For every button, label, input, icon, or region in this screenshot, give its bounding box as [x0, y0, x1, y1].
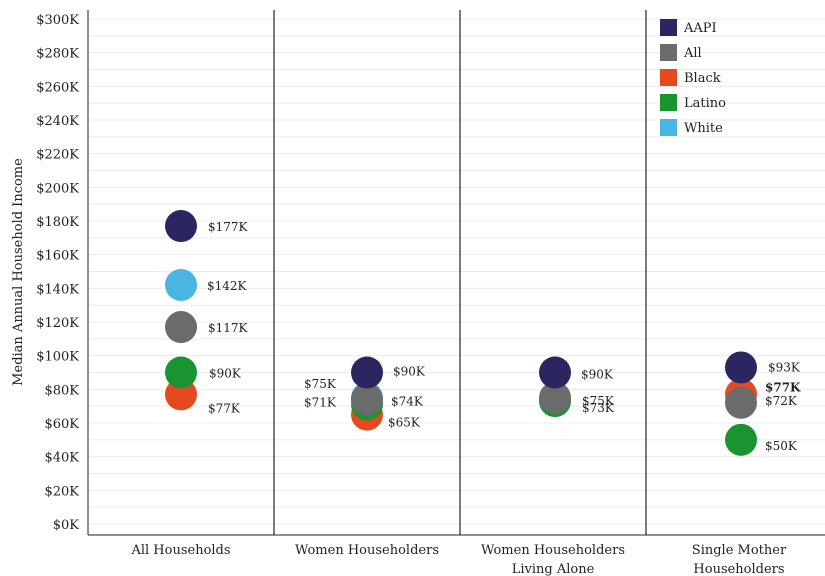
dot-aapi: [165, 210, 197, 243]
y-tick-label: $260K: [36, 80, 79, 95]
x-axis-labels: All Households Women Householders Women Ho…: [130, 543, 787, 576]
dot-all: [539, 381, 571, 414]
y-tick-label: $180K: [36, 215, 79, 230]
data-labels: $177K $142K $117K $90K $77K $90K $75K $71K $65K $…: [207, 220, 801, 453]
y-tick-label: $220K: [36, 148, 79, 163]
dot-white: [165, 268, 197, 301]
legend-label: All: [683, 46, 702, 61]
value-label: $74K: [391, 394, 424, 408]
y-tick-label: $160K: [36, 249, 79, 264]
dot-all: [725, 386, 757, 419]
legend-label: White: [684, 121, 723, 136]
value-label: $65K: [388, 416, 421, 430]
value-label: $77K: [208, 401, 241, 415]
value-label: $73K: [582, 401, 615, 415]
value-label: $50K: [765, 439, 798, 453]
y-tick-label: $60K: [44, 417, 79, 432]
value-label: $77K: [765, 380, 801, 394]
dot-latino: [165, 356, 197, 389]
value-label: $142K: [207, 279, 248, 293]
y-axis: $0K $20K $40K $60K $80K $100K $120K $140K $160K $…: [36, 13, 79, 533]
legend-swatch-all: [660, 44, 677, 61]
y-tick-label: $40K: [44, 451, 79, 466]
y-tick-label: $0K: [53, 518, 80, 533]
category-label: Women Householders: [481, 543, 625, 558]
category-label: Women Householders: [295, 543, 439, 558]
value-label: $72K: [765, 394, 798, 408]
legend: AAPI All Black Latino White: [660, 19, 726, 136]
y-tick-label: $80K: [44, 383, 79, 398]
legend-swatch-black: [660, 69, 677, 86]
category-panels: [87, 10, 825, 536]
value-label: $90K: [581, 368, 614, 382]
y-tick-label: $140K: [36, 282, 79, 297]
legend-swatch-aapi: [660, 19, 677, 36]
category-label: Householders: [693, 562, 784, 576]
dot-aapi: [725, 351, 757, 384]
value-label: $75K: [582, 394, 615, 408]
y-axis-title: Median Annual Household Income: [11, 158, 26, 386]
y-tick-label: $100K: [36, 350, 79, 365]
y-tick-label: $280K: [36, 47, 79, 62]
legend-swatch-white: [660, 119, 677, 136]
value-label: $75K: [304, 377, 337, 391]
dot-aapi: [539, 356, 571, 389]
dot-all: [165, 311, 197, 344]
y-tick-label: $200K: [36, 181, 79, 196]
category-label: All Households: [130, 543, 230, 558]
value-label: $117K: [208, 321, 249, 335]
dot-all: [351, 383, 383, 416]
dot-latino: [725, 423, 757, 456]
y-tick-label: $240K: [36, 114, 79, 129]
y-tick-label: $300K: [36, 13, 79, 28]
legend-swatch-latino: [660, 94, 677, 111]
y-tick-label: $20K: [44, 484, 79, 499]
legend-label: Latino: [684, 96, 726, 111]
value-label: $177K: [208, 220, 249, 234]
y-tick-label: $120K: [36, 316, 79, 331]
dot-aapi: [351, 356, 383, 389]
legend-label: Black: [684, 71, 721, 86]
data-points: [165, 210, 757, 456]
legend-label: AAPI: [683, 21, 717, 36]
value-label: $93K: [768, 360, 801, 374]
category-label: Single Mother: [692, 543, 787, 558]
gridlines: [88, 18, 825, 525]
dot-black: [165, 378, 197, 411]
value-label: $90K: [393, 365, 426, 379]
category-label: Living Alone: [512, 562, 595, 576]
value-label: $71K: [304, 395, 337, 409]
value-label: $90K: [209, 367, 242, 381]
